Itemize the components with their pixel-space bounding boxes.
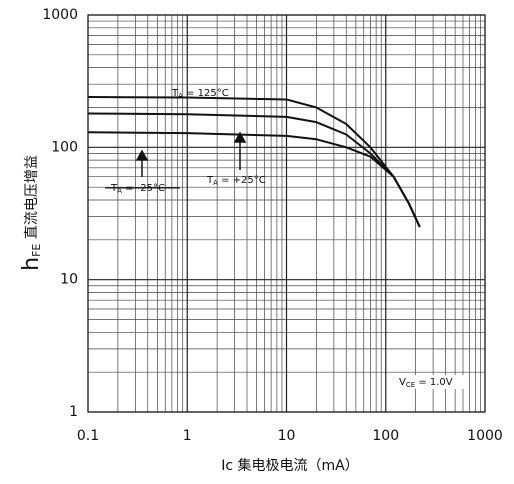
x-tick-label: 0.1 [77, 428, 99, 444]
series-line [87, 112, 421, 228]
y-tick-label: 1000 [42, 7, 78, 23]
y-axis-label: hFE 直流电压增益 [19, 155, 44, 271]
condition-label: VCE = 1.0V [399, 377, 453, 389]
x-tick-label: 1000 [467, 428, 503, 444]
plot-frame [87, 14, 486, 413]
y-tick-label: 1 [69, 404, 78, 420]
y-label-main: h [19, 257, 44, 271]
x-tick-label: 100 [372, 428, 399, 444]
x-axis-label: Ic 集电极电流（mA） [221, 457, 359, 474]
y-label-rest: 直流电压增益 [23, 155, 40, 243]
series-label: TA = -25°C [110, 183, 165, 195]
series-label: TA = 125°C [171, 88, 229, 100]
y-tick-label: 100 [51, 139, 78, 155]
grid [87, 14, 486, 413]
x-tick-label: 1 [183, 428, 192, 444]
series-label: TA = +25°C [206, 175, 266, 187]
arrows [105, 131, 247, 189]
y-label-sub: FE [30, 244, 43, 257]
y-tick-label: 10 [60, 272, 78, 288]
x-tick-label: 10 [278, 428, 296, 444]
condition-box [396, 375, 468, 389]
series-line [87, 131, 421, 228]
